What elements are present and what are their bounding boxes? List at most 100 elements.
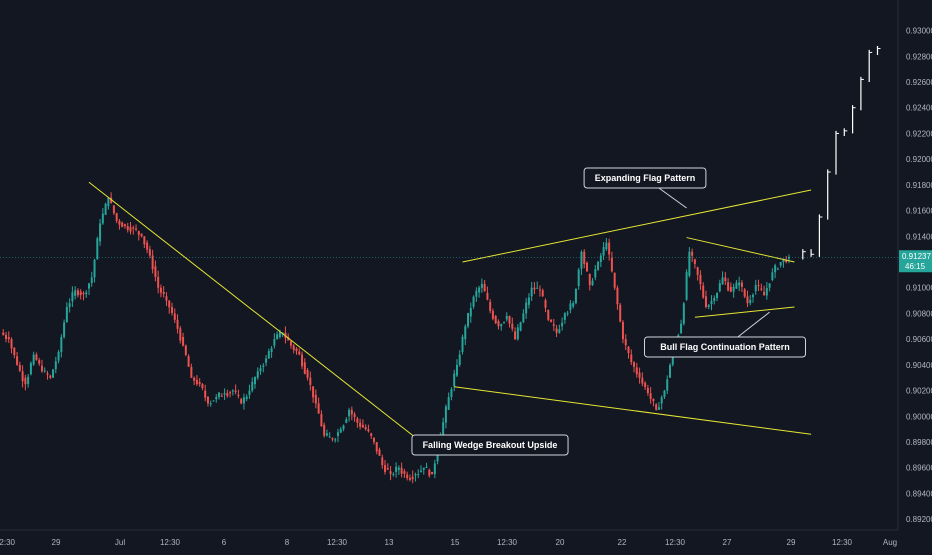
candle-body	[555, 328, 558, 333]
candle-body	[436, 451, 439, 462]
candle-body	[633, 362, 636, 367]
candle-body	[74, 290, 77, 296]
candle-body	[649, 393, 652, 399]
expanding-flag-label: Expanding Flag Pattern	[595, 173, 696, 183]
current-price-box	[899, 250, 932, 273]
candle-body	[339, 429, 342, 433]
candle-body	[118, 220, 121, 225]
candle-body	[256, 371, 259, 378]
x-tick-label: 12:30	[160, 538, 181, 547]
candle-body	[276, 334, 279, 340]
candle-body	[450, 389, 453, 397]
candle-body	[93, 259, 96, 278]
x-tick-label: 12:30	[832, 538, 853, 547]
candle-body	[514, 331, 517, 340]
candle-body	[85, 292, 88, 295]
candle-body	[298, 351, 301, 355]
candle-body	[262, 365, 265, 367]
candle-body	[90, 277, 93, 283]
candle-body	[159, 287, 162, 293]
candle-body	[135, 228, 138, 230]
candle-body	[348, 409, 351, 417]
candle-body	[179, 328, 182, 341]
candle-body	[444, 406, 447, 423]
trendline-bull-flag-upper[interactable]	[686, 237, 795, 263]
candle-body	[602, 247, 605, 256]
candle-body	[292, 345, 295, 351]
candle-body	[688, 251, 691, 276]
candle-body	[317, 403, 320, 414]
candle-body	[533, 287, 536, 290]
candle-body	[591, 280, 594, 286]
candle-body	[301, 354, 304, 367]
candle-body	[558, 329, 561, 333]
trendline-expanding-flag-upper[interactable]	[462, 189, 812, 263]
candle-body	[112, 205, 115, 214]
candle-body	[381, 457, 384, 466]
time-axis[interactable]: 12:30 29 Jul 12:30 6 8 12:30 13 15 12:30 20 22 12:30…	[0, 538, 897, 547]
trendline-falling-wedge-lower[interactable]	[454, 386, 812, 435]
candle-body	[486, 292, 489, 300]
candle-body	[724, 277, 727, 282]
candle-body	[768, 283, 771, 288]
candle-body	[420, 470, 422, 472]
candle-body	[162, 292, 165, 295]
candle-body	[267, 351, 270, 359]
candle-body	[588, 274, 591, 286]
candle-body	[406, 474, 409, 478]
candle-body	[248, 390, 251, 395]
x-tick-label: 20	[556, 538, 565, 547]
bull-flag-label-box[interactable]	[644, 336, 806, 358]
candle-body	[765, 288, 768, 296]
candle-body	[35, 354, 38, 360]
candle-body	[467, 312, 470, 327]
x-tick-label: 12:30	[665, 538, 686, 547]
candle-body	[229, 392, 232, 394]
candle-body	[464, 326, 467, 340]
x-tick-label: 12:30	[0, 538, 16, 547]
candle-body	[519, 322, 522, 331]
candle-body	[397, 467, 400, 470]
candle-body	[527, 297, 530, 305]
candle-body	[782, 258, 785, 262]
candle-body	[586, 262, 588, 272]
candle-body	[610, 257, 613, 272]
candle-body	[151, 255, 154, 270]
candle-body	[29, 363, 32, 375]
candle-body	[140, 233, 143, 237]
candle-body	[375, 442, 378, 452]
candle-body	[422, 467, 425, 470]
candle-body	[198, 382, 201, 385]
candle-body	[182, 337, 185, 346]
candle-body	[223, 393, 226, 395]
falling-wedge-label: Falling Wedge Breakout Upside	[423, 440, 558, 450]
falling-wedge-label-box[interactable]	[411, 434, 569, 456]
candle-body	[104, 203, 107, 215]
candle-body	[569, 303, 572, 310]
trendline-bull-flag-lower[interactable]	[694, 306, 795, 318]
candle-body	[403, 471, 406, 474]
candle-body	[154, 266, 157, 278]
candle-body	[613, 272, 616, 288]
candle-body	[561, 322, 564, 327]
candle-body	[704, 296, 707, 307]
candle-body	[754, 285, 757, 292]
candles-layer	[2, 46, 881, 484]
candle-body	[550, 319, 553, 322]
x-tick-label: 22	[618, 538, 627, 547]
candle-body	[699, 274, 702, 285]
candle-body	[157, 277, 160, 288]
trendline-falling-wedge-upper[interactable]	[88, 181, 438, 456]
candle-body	[289, 341, 292, 346]
candle-body	[2, 332, 5, 335]
expanding-flag-label-box[interactable]	[583, 167, 707, 189]
candle-body	[370, 433, 373, 436]
candle-body	[325, 433, 328, 436]
